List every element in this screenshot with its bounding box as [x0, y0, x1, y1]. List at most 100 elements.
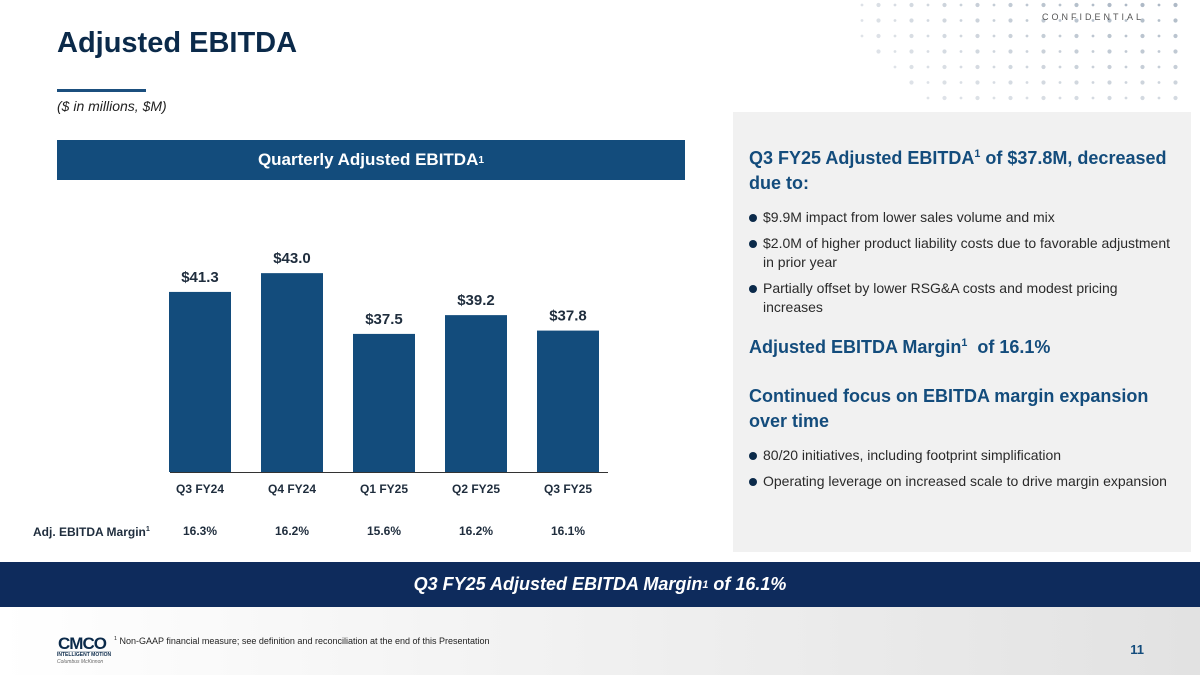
- bar-q3-fy25: [537, 330, 599, 472]
- dot: [893, 3, 897, 7]
- dot: [992, 81, 996, 84]
- bar-q1-fy25: [353, 333, 415, 472]
- footnote: 1 Non-GAAP financial measure; see defini…: [114, 636, 490, 646]
- dot: [1008, 18, 1013, 23]
- dot: [1008, 33, 1013, 39]
- banner-pre: Q3 FY25 Adjusted EBITDA Margin: [413, 574, 703, 594]
- dot: [1008, 95, 1013, 101]
- heading2-pre: Adjusted EBITDA Margin: [749, 337, 962, 357]
- dot: [1157, 65, 1161, 69]
- dot: [1140, 49, 1145, 54]
- dot: [926, 50, 930, 53]
- dot: [1107, 2, 1112, 8]
- x-tick-label: Q3 FY24: [176, 482, 224, 496]
- logo-tagline: INTELLIGENT MOTION: [57, 652, 112, 658]
- dot: [1008, 2, 1013, 8]
- dot: [942, 33, 947, 39]
- dot: [975, 95, 980, 101]
- banner-post: of 16.1%: [708, 574, 787, 594]
- dot: [1074, 64, 1079, 70]
- dot: [992, 34, 996, 38]
- dot: [1058, 81, 1062, 84]
- dot: [1107, 33, 1112, 39]
- dot: [1058, 34, 1062, 38]
- dot: [1157, 50, 1161, 53]
- margin-value: 16.3%: [183, 524, 217, 538]
- dot: [942, 49, 947, 54]
- dot: [1025, 19, 1029, 22]
- dot: [1025, 96, 1029, 100]
- list-item: Partially offset by lower RSG&A costs an…: [749, 279, 1175, 317]
- dot: [942, 2, 947, 8]
- dot: [1058, 65, 1062, 69]
- dot: [926, 81, 930, 84]
- commentary-panel: Q3 FY25 Adjusted EBITDA1 of $37.8M, decr…: [733, 112, 1191, 552]
- dot: [1173, 18, 1178, 23]
- chart-header: Quarterly Adjusted EBITDA 1: [57, 140, 685, 180]
- dot: [1140, 33, 1145, 39]
- dot: [1124, 50, 1128, 53]
- dot: [909, 64, 914, 70]
- dot: [1157, 19, 1161, 22]
- dot: [1157, 34, 1161, 38]
- dot: [992, 50, 996, 53]
- dot: [909, 18, 914, 23]
- dot: [860, 3, 864, 7]
- dot: [1058, 3, 1062, 7]
- dot: [1074, 33, 1079, 39]
- dot: [1041, 18, 1046, 23]
- dot: [975, 18, 980, 23]
- chart-header-footnote-mark: 1: [478, 154, 485, 166]
- dot: [975, 33, 980, 39]
- dot: [959, 19, 963, 22]
- bar-value-label: $43.0: [273, 250, 311, 267]
- banner-sup: 1: [702, 578, 709, 591]
- dot: [959, 50, 963, 53]
- dot: [1091, 34, 1095, 38]
- dot: [1074, 80, 1079, 85]
- dot: [1173, 49, 1178, 54]
- focus-list: 80/20 initiatives, including footprint s…: [749, 446, 1175, 491]
- dot: [1008, 80, 1013, 85]
- list-item: $2.0M of higher product liability costs …: [749, 234, 1175, 272]
- dot: [893, 50, 897, 53]
- dot: [1091, 65, 1095, 69]
- panel-heading-ebitda: Q3 FY25 Adjusted EBITDA1 of $37.8M, decr…: [749, 142, 1175, 196]
- dot: [975, 80, 980, 85]
- logo-subtitle: Columbus McKinnon: [57, 659, 104, 665]
- dot: [1173, 2, 1178, 8]
- dot: [1041, 33, 1046, 39]
- dot: [876, 33, 881, 39]
- dot: [959, 96, 963, 100]
- dot: [1107, 64, 1112, 70]
- dot: [1041, 80, 1046, 85]
- dot: [1157, 81, 1161, 84]
- dot: [893, 34, 897, 38]
- summary-banner: Q3 FY25 Adjusted EBITDA Margin 1 of 16.1%: [0, 562, 1200, 607]
- dot: [1124, 3, 1128, 7]
- dot: [1058, 96, 1062, 100]
- dot: [1008, 64, 1013, 70]
- dot: [992, 96, 996, 100]
- dot: [992, 19, 996, 22]
- dot: [1107, 49, 1112, 54]
- margin-value: 15.6%: [367, 524, 401, 538]
- heading2-post: of 16.1%: [967, 337, 1051, 357]
- dot: [1041, 95, 1046, 101]
- dot: [1124, 96, 1128, 100]
- margin-value: 16.2%: [275, 524, 309, 538]
- dot: [942, 95, 947, 101]
- ebitda-bar-chart: $41.3 Q3 FY24 16.3% $43.0 Q4 FY24 16.2% $37.5 Q…: [169, 250, 608, 538]
- dot: [1008, 49, 1013, 54]
- list-item: 80/20 initiatives, including footprint s…: [749, 446, 1175, 465]
- dot: [1025, 34, 1029, 38]
- dot: [909, 33, 914, 39]
- footer-background: [0, 607, 1200, 675]
- dot: [1091, 50, 1095, 53]
- list-item: $9.9M impact from lower sales volume and…: [749, 208, 1175, 227]
- heading1-sup: 1: [974, 148, 981, 160]
- dot: [926, 3, 930, 7]
- dot: [1107, 18, 1112, 23]
- footnote-text: Non-GAAP financial measure; see definiti…: [117, 636, 490, 646]
- dot: [926, 96, 930, 100]
